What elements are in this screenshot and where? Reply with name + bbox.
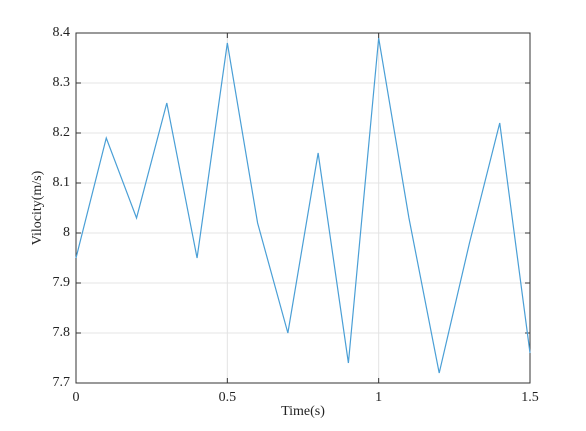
x-tick-label: 1 bbox=[375, 390, 382, 405]
y-tick-label: 8.1 bbox=[53, 175, 71, 190]
y-tick-label: 7.9 bbox=[53, 275, 71, 290]
y-tick-label: 8.2 bbox=[53, 125, 71, 140]
y-tick-label: 8.4 bbox=[53, 25, 71, 40]
y-tick-label: 8 bbox=[63, 225, 70, 240]
y-tick-label: 7.7 bbox=[53, 375, 71, 390]
y-tick-label: 7.8 bbox=[53, 325, 71, 340]
plot-frame bbox=[75, 32, 531, 384]
y-axis-label: Vilocity(m/s) bbox=[30, 170, 45, 245]
y-tick-label: 8.3 bbox=[53, 75, 71, 90]
x-tick-label: 0 bbox=[73, 390, 80, 405]
x-tick-label: 1.5 bbox=[521, 390, 539, 405]
x-axis-label: Time(s) bbox=[281, 404, 325, 419]
x-tick-label: 0.5 bbox=[219, 390, 237, 405]
data-line bbox=[75, 37, 531, 374]
